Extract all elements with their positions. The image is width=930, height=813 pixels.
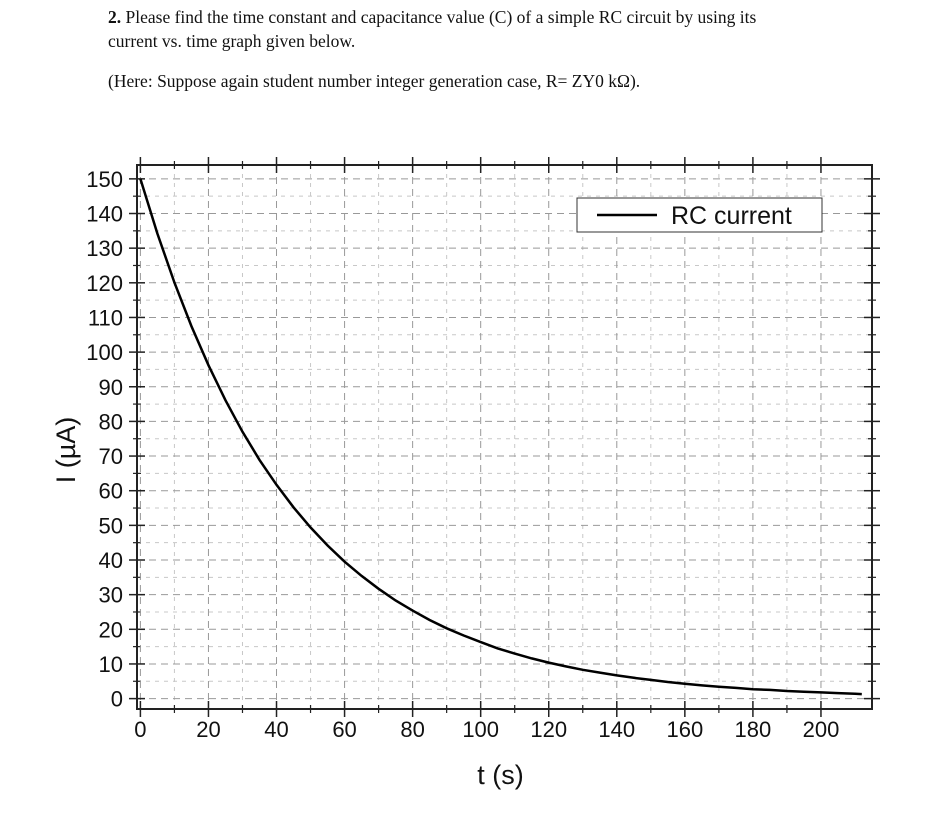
question-text: current vs. time graph given below.	[108, 31, 356, 51]
question-note: (Here: Suppose again student number inte…	[108, 71, 641, 91]
x-tick-label: 180	[735, 717, 772, 742]
x-axis-label: t (s)	[477, 760, 524, 790]
legend-label: RC current	[671, 202, 792, 230]
y-tick-label: 50	[99, 513, 123, 538]
y-tick-label: 110	[88, 305, 123, 330]
y-tick-label: 30	[99, 583, 123, 608]
question-number: 2.	[108, 7, 122, 27]
y-tick-label: 130	[86, 236, 123, 261]
x-tick-label: 40	[264, 717, 288, 742]
y-tick-label: 140	[86, 202, 123, 227]
x-tick-label: 60	[332, 717, 356, 742]
question-line: current vs. time graph given below.	[108, 31, 355, 52]
y-tick-label: 120	[86, 271, 123, 296]
plot-frame	[136, 164, 873, 710]
y-tick-label: 80	[99, 409, 123, 434]
data-line	[139, 178, 862, 696]
x-tick-label: 100	[462, 717, 499, 742]
y-tick-label: 0	[111, 687, 123, 712]
x-tick-label: 200	[803, 717, 840, 742]
y-axis-label: I (µA)	[51, 417, 81, 484]
y-tick-label: 90	[99, 375, 123, 400]
x-tick-label: 80	[400, 717, 424, 742]
y-tick-label: 40	[99, 548, 123, 573]
x-tick-label: 140	[598, 717, 635, 742]
y-tick-label: 60	[99, 479, 123, 504]
y-tick-label: 70	[99, 444, 123, 469]
x-tick-label: 0	[134, 717, 146, 742]
question-line: 2. Please find the time constant and cap…	[108, 7, 756, 28]
x-tick-label: 160	[666, 717, 703, 742]
y-tick-label: 150	[86, 167, 123, 192]
y-tick-label: 10	[99, 652, 123, 677]
x-tick-label: 20	[196, 717, 220, 742]
question-text: Please find the time constant and capaci…	[125, 7, 757, 27]
y-tick-label: 20	[99, 617, 123, 642]
x-tick-label: 120	[530, 717, 567, 742]
y-tick-label: 100	[86, 340, 123, 365]
